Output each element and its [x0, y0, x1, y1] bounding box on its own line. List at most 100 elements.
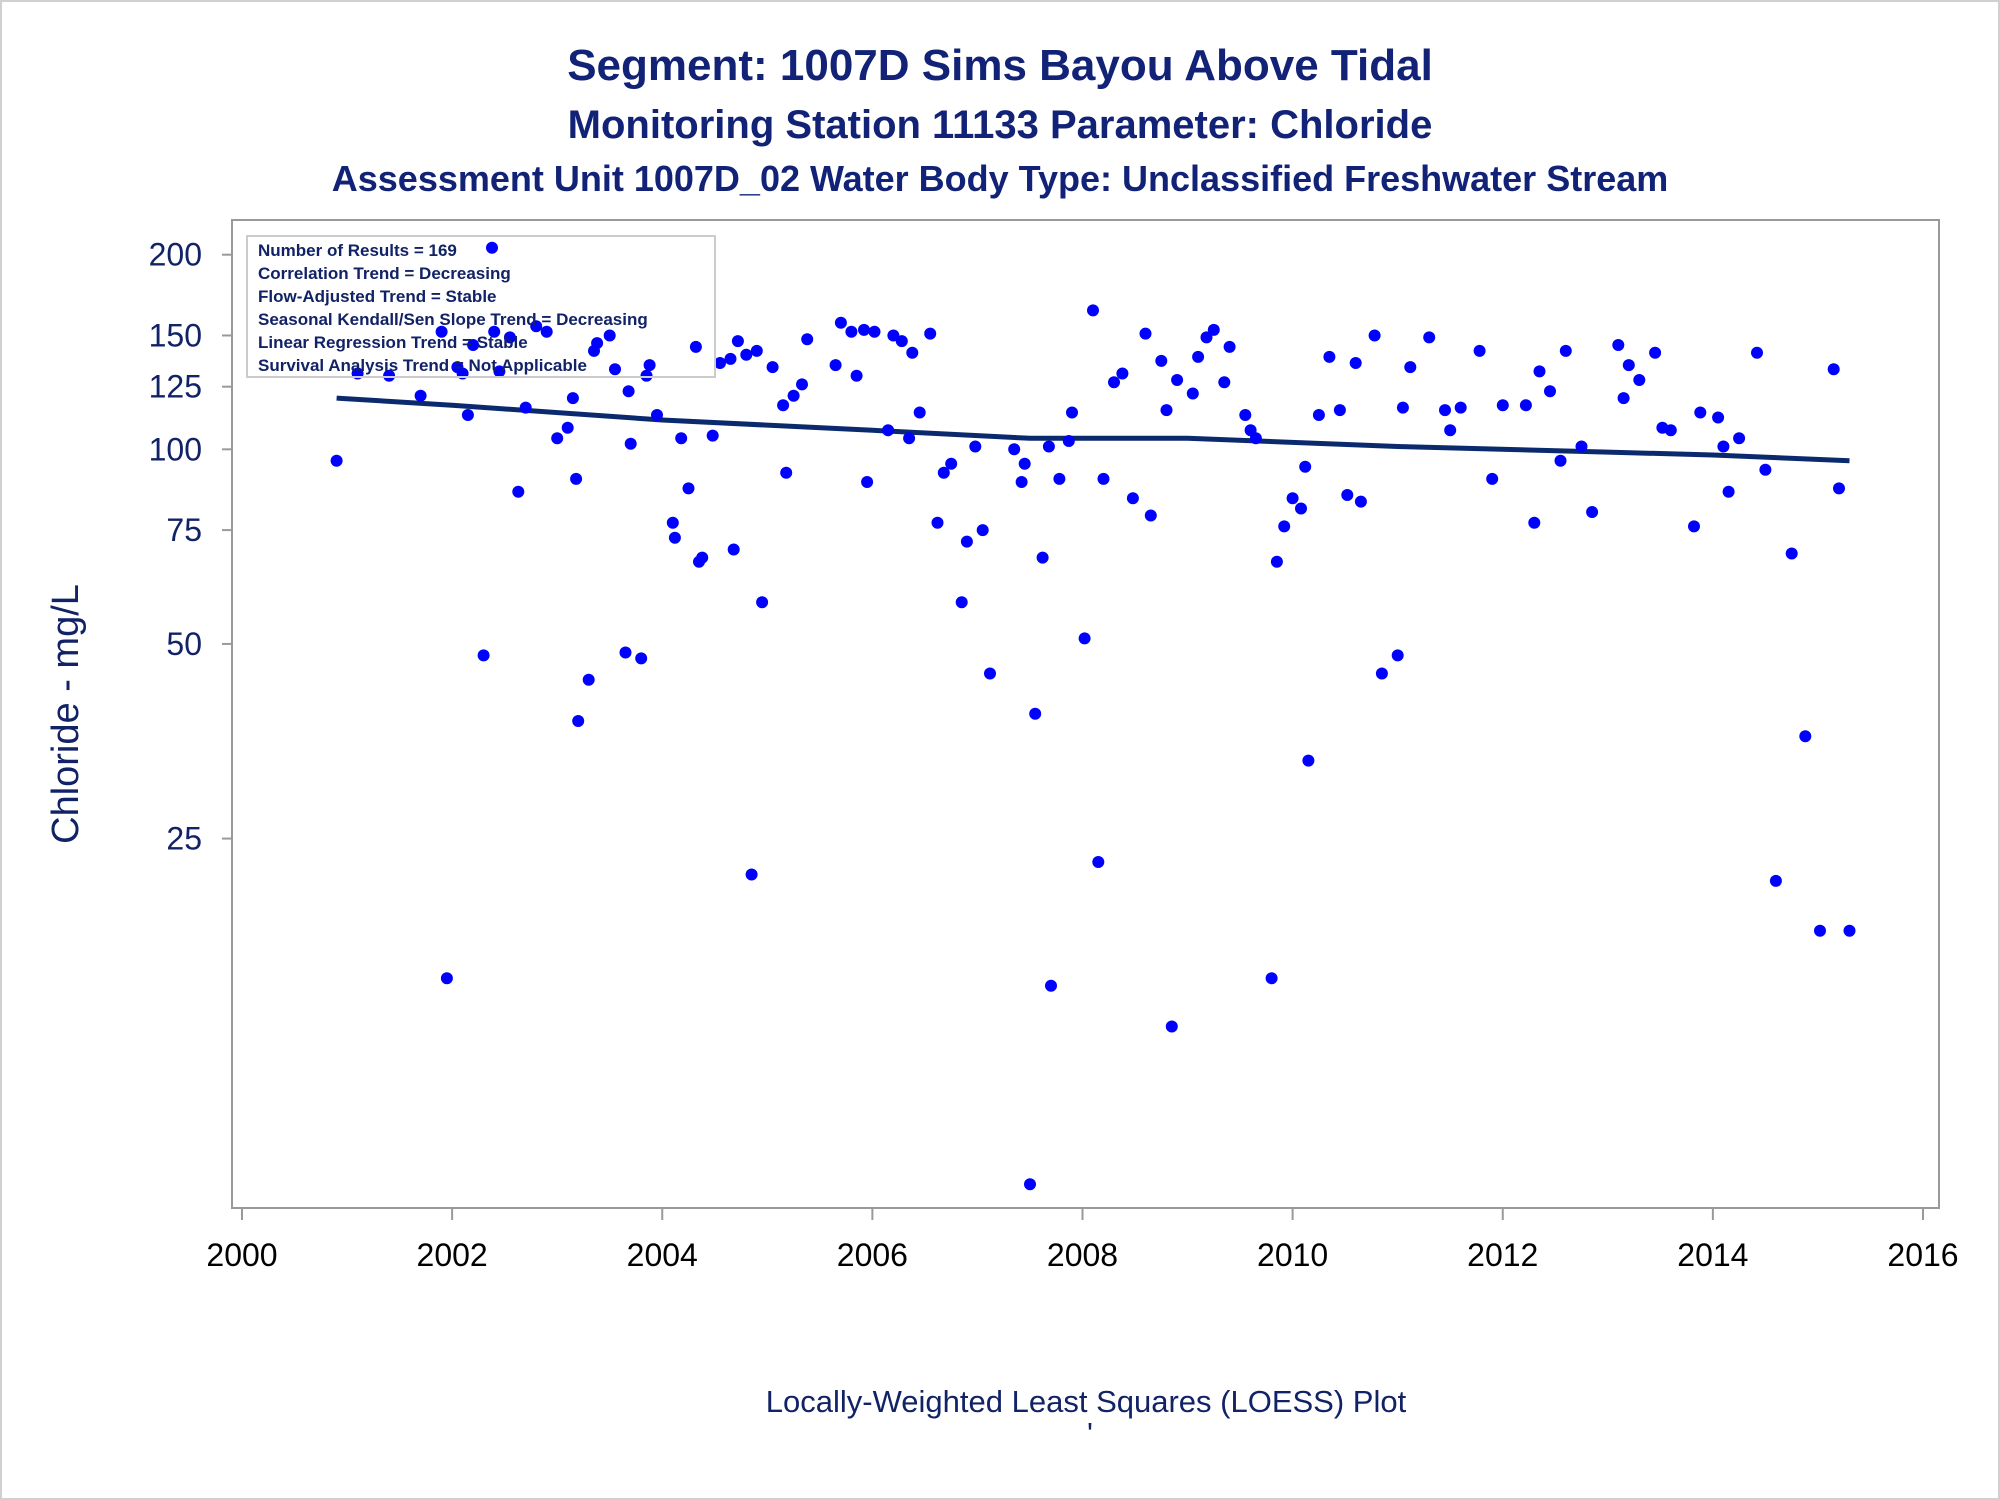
stats-line: Flow-Adjusted Trend = Stable — [258, 287, 497, 306]
data-point — [696, 551, 709, 564]
data-point — [1375, 667, 1388, 680]
x-tick-label: 2004 — [627, 1237, 698, 1273]
y-tick-label: 75 — [166, 512, 202, 548]
data-point — [801, 333, 814, 346]
data-point — [566, 392, 579, 405]
data-point — [668, 531, 681, 544]
x-tick-label: 2002 — [417, 1237, 488, 1273]
data-point — [1833, 482, 1845, 495]
data-point — [1575, 440, 1588, 453]
footnote-mark: ' — [1087, 1416, 1093, 1451]
data-point — [640, 369, 653, 382]
data-point — [1473, 344, 1486, 357]
x-tick-label: 2008 — [1047, 1237, 1118, 1273]
data-point — [666, 516, 679, 529]
data-point — [1045, 979, 1057, 992]
data-point — [675, 432, 688, 445]
data-point — [609, 363, 621, 376]
data-point — [1302, 754, 1315, 767]
data-point — [724, 352, 737, 365]
data-point — [1024, 1178, 1036, 1191]
data-point — [706, 429, 719, 442]
stats-line: Seasonal Kendall/Sen Slope Trend = Decre… — [258, 310, 648, 329]
y-tick-label: 100 — [149, 431, 202, 467]
data-point — [1391, 649, 1404, 662]
data-point — [1239, 409, 1252, 421]
stats-line: Linear Regression Trend = Stable — [258, 333, 528, 352]
y-axis-label: Chloride - mg/L — [45, 584, 87, 844]
data-point — [1439, 404, 1451, 417]
data-point — [519, 401, 532, 414]
data-point — [1354, 495, 1367, 508]
data-point — [572, 715, 585, 727]
data-point — [845, 325, 858, 338]
data-point — [486, 241, 498, 254]
data-point — [955, 596, 968, 609]
x-tick-label: 2010 — [1257, 1237, 1328, 1273]
data-point — [1827, 363, 1840, 376]
data-point — [895, 335, 908, 348]
data-point — [1712, 411, 1725, 424]
data-point — [1295, 502, 1307, 515]
data-point — [1423, 331, 1436, 344]
data-point — [1036, 551, 1049, 564]
data-point — [435, 325, 448, 338]
data-point — [1694, 406, 1707, 419]
data-point — [1368, 329, 1381, 342]
data-point — [1633, 374, 1646, 386]
data-point — [1186, 387, 1199, 400]
data-point — [1312, 409, 1325, 421]
data-point — [1155, 354, 1168, 367]
data-point — [727, 543, 740, 556]
data-point — [796, 378, 808, 391]
data-point — [906, 346, 919, 359]
data-point — [1664, 424, 1677, 437]
data-point — [1688, 520, 1700, 533]
data-point — [1192, 350, 1205, 363]
data-point — [1843, 924, 1856, 937]
y-tick-label: 200 — [149, 237, 202, 273]
data-point — [913, 406, 926, 419]
data-point — [1341, 489, 1354, 501]
stats-line: Number of Results = 169 — [258, 241, 457, 260]
data-point — [1008, 443, 1021, 456]
data-point — [1270, 555, 1283, 568]
data-point — [1053, 472, 1066, 485]
data-point — [1622, 359, 1635, 372]
chart-title: Segment: 1007D Sims Bayou Above Tidal — [567, 41, 1433, 90]
data-point — [1092, 856, 1105, 868]
x-tick-label: 2000 — [206, 1237, 277, 1273]
data-point — [619, 646, 632, 659]
chart-subtitle-2: Assessment Unit 1007D_02 Water Body Type… — [332, 158, 1669, 199]
data-point — [1533, 365, 1546, 378]
data-point — [1404, 361, 1417, 374]
data-point — [1759, 463, 1772, 476]
data-point — [1066, 406, 1078, 419]
x-tick-label: 2006 — [837, 1237, 908, 1273]
data-point — [858, 323, 870, 336]
data-point — [1278, 520, 1291, 533]
data-point — [561, 421, 574, 434]
data-point — [903, 432, 916, 445]
data-point — [1223, 340, 1236, 353]
data-point — [1559, 344, 1572, 357]
data-point — [624, 437, 637, 450]
data-point — [1286, 492, 1299, 505]
data-point — [756, 596, 769, 609]
x-tick-label: 2014 — [1677, 1237, 1748, 1273]
data-point — [1029, 707, 1042, 720]
data-point — [1496, 399, 1509, 412]
loess-trend-line — [336, 395, 1850, 464]
footnote: Locally-Weighted Least Squares (LOESS) P… — [766, 1384, 1407, 1419]
data-point — [1349, 357, 1362, 369]
data-point — [1160, 404, 1173, 417]
data-point — [330, 454, 343, 467]
data-point — [651, 409, 663, 421]
data-point — [488, 325, 501, 338]
data-point — [1799, 730, 1812, 743]
data-point — [1323, 350, 1336, 363]
data-point — [1722, 485, 1735, 498]
data-point — [622, 385, 635, 398]
data-point — [540, 325, 553, 338]
